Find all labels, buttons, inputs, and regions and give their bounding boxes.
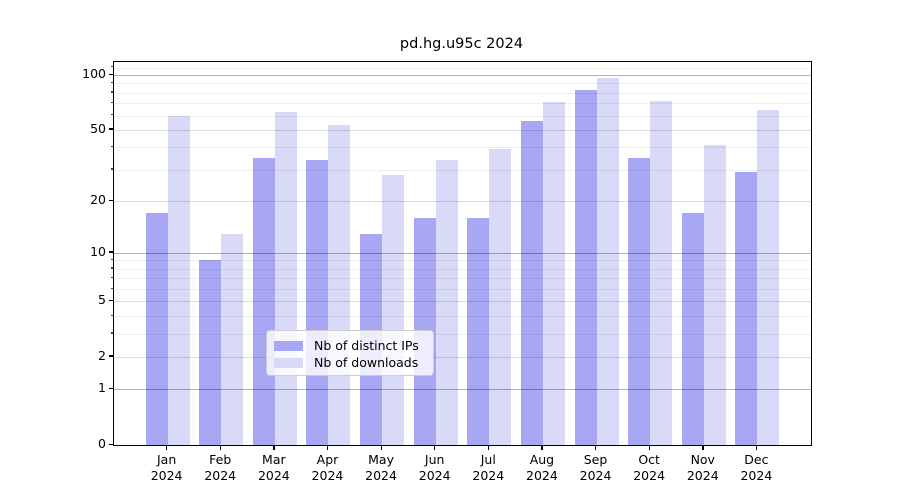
- x-tick-label-jul-2024: Jul 2024: [472, 452, 505, 483]
- bar-jul-2024-nb-of-downloads: [489, 149, 512, 445]
- y-minor-tick-mark-8: [110, 267, 113, 269]
- x-tick-label-oct-2024: Oct 2024: [633, 452, 666, 483]
- bar-nov-2024-nb-of-downloads: [703, 145, 726, 445]
- y-minor-tick-mark-70: [110, 101, 113, 104]
- bar-jan-2024-nb-of-downloads: [167, 115, 190, 445]
- legend: Nb of distinct IPs Nb of downloads: [266, 330, 434, 376]
- bar-dec-2024-nb-of-downloads: [757, 110, 780, 445]
- y-minor-tick-mark-4: [110, 314, 113, 316]
- gridline-y-90: [114, 83, 811, 85]
- gridline-y-50: [114, 129, 811, 131]
- y-tick-label-0: 0: [98, 436, 106, 451]
- x-tick-mark-dec-2024: [755, 445, 758, 450]
- x-tick-mark-jan-2024: [166, 445, 168, 450]
- y-tick-mark-0: [108, 443, 113, 445]
- y-minor-tick-mark-6: [110, 287, 113, 289]
- x-tick-mark-jul-2024: [487, 445, 490, 450]
- y-tick-label-1: 1: [98, 380, 106, 396]
- y-tick-label-5: 5: [98, 292, 106, 308]
- bar-sep-2024-nb-of-distinct-ips: [574, 89, 597, 445]
- y-minor-tick-mark-60: [110, 114, 113, 116]
- bar-apr-2024-nb-of-downloads: [328, 125, 351, 445]
- x-tick-mark-feb-2024: [219, 445, 222, 450]
- bar-apr-2024-nb-of-distinct-ips: [306, 160, 329, 445]
- x-tick-mark-oct-2024: [648, 445, 650, 450]
- bar-mar-2024-nb-of-distinct-ips: [252, 157, 275, 445]
- y-tick-label-100: 100: [82, 66, 106, 82]
- bar-sep-2024-nb-of-downloads: [596, 78, 619, 445]
- bar-oct-2024-nb-of-distinct-ips: [628, 157, 651, 445]
- x-tick-label-sep-2024: Sep 2024: [579, 452, 612, 483]
- y-minor-tick-mark-9: [110, 258, 113, 261]
- bar-feb-2024-nb-of-distinct-ips: [199, 260, 222, 445]
- y-minor-tick-mark-30: [110, 168, 113, 170]
- bar-feb-2024-nb-of-downloads: [221, 233, 244, 445]
- y-tick-mark-100: [108, 73, 113, 75]
- y-tick-label-50: 50: [90, 120, 106, 136]
- x-tick-mark-sep-2024: [595, 445, 597, 450]
- x-tick-mark-aug-2024: [541, 445, 543, 450]
- bar-oct-2024-nb-of-downloads: [650, 101, 673, 445]
- bar-jun-2024-nb-of-downloads: [435, 160, 458, 445]
- x-tick-label-apr-2024: Apr 2024: [311, 452, 344, 483]
- y-tick-mark-10: [108, 251, 113, 253]
- x-tick-mark-apr-2024: [326, 445, 329, 450]
- legend-item-distinct-ips: Nb of distinct IPs: [274, 337, 425, 354]
- y-minor-tick-mark-40: [110, 145, 113, 148]
- y-tick-mark-1: [108, 387, 113, 390]
- x-tick-mark-jun-2024: [434, 445, 436, 450]
- x-tick-label-jan-2024: Jan 2024: [150, 452, 183, 483]
- bar-dec-2024-nb-of-distinct-ips: [735, 172, 758, 445]
- bar-mar-2024-nb-of-downloads: [274, 111, 297, 445]
- plot-area: [113, 61, 812, 446]
- bar-jul-2024-nb-of-distinct-ips: [467, 217, 490, 445]
- legend-label-distinct-ips: Nb of distinct IPs: [314, 338, 419, 353]
- gridline-y-80: [114, 92, 811, 94]
- y-minor-tick-mark-110: [110, 66, 113, 68]
- bar-aug-2024-nb-of-downloads: [542, 102, 565, 445]
- y-tick-mark-20: [108, 199, 113, 201]
- y-minor-tick-mark-7: [110, 276, 113, 279]
- y-minor-tick-mark-80: [110, 91, 113, 93]
- legend-swatch-downloads: [274, 357, 303, 368]
- y-tick-mark-5: [108, 299, 113, 302]
- bar-nov-2024-nb-of-distinct-ips: [681, 213, 704, 445]
- y-tick-label-2: 2: [98, 347, 106, 363]
- gridline-y-60: [114, 115, 811, 117]
- x-tick-mark-nov-2024: [702, 445, 704, 450]
- x-tick-label-may-2024: May 2024: [365, 452, 397, 483]
- x-tick-mark-may-2024: [380, 445, 382, 450]
- y-tick-mark-2: [108, 355, 113, 357]
- gridline-y-110: [114, 67, 811, 69]
- y-minor-tick-mark-90: [110, 81, 113, 84]
- y-tick-label-20: 20: [90, 192, 106, 207]
- x-tick-label-jun-2024: Jun 2024: [418, 452, 451, 483]
- y-tick-mark-50: [108, 128, 113, 130]
- gridline-y-70: [114, 103, 811, 105]
- bar-jan-2024-nb-of-distinct-ips: [145, 213, 168, 445]
- x-tick-label-mar-2024: Mar 2024: [257, 452, 290, 483]
- x-tick-mark-mar-2024: [273, 445, 275, 450]
- legend-swatch-distinct-ips: [274, 340, 303, 351]
- x-tick-label-nov-2024: Nov 2024: [686, 452, 719, 483]
- x-tick-label-dec-2024: Dec 2024: [740, 452, 773, 483]
- bar-may-2024-nb-of-downloads: [382, 175, 405, 445]
- x-tick-label-aug-2024: Aug 2024: [526, 452, 558, 483]
- chart-title: pd.hg.u95c 2024: [399, 36, 524, 52]
- legend-item-downloads: Nb of downloads: [274, 354, 425, 371]
- gridline-y-100: [114, 75, 811, 77]
- y-tick-label-10: 10: [90, 243, 106, 259]
- y-minor-tick-mark-3: [110, 332, 113, 334]
- bar-aug-2024-nb-of-distinct-ips: [520, 121, 543, 445]
- x-tick-label-feb-2024: Feb 2024: [204, 452, 237, 483]
- legend-label-downloads: Nb of downloads: [314, 355, 419, 370]
